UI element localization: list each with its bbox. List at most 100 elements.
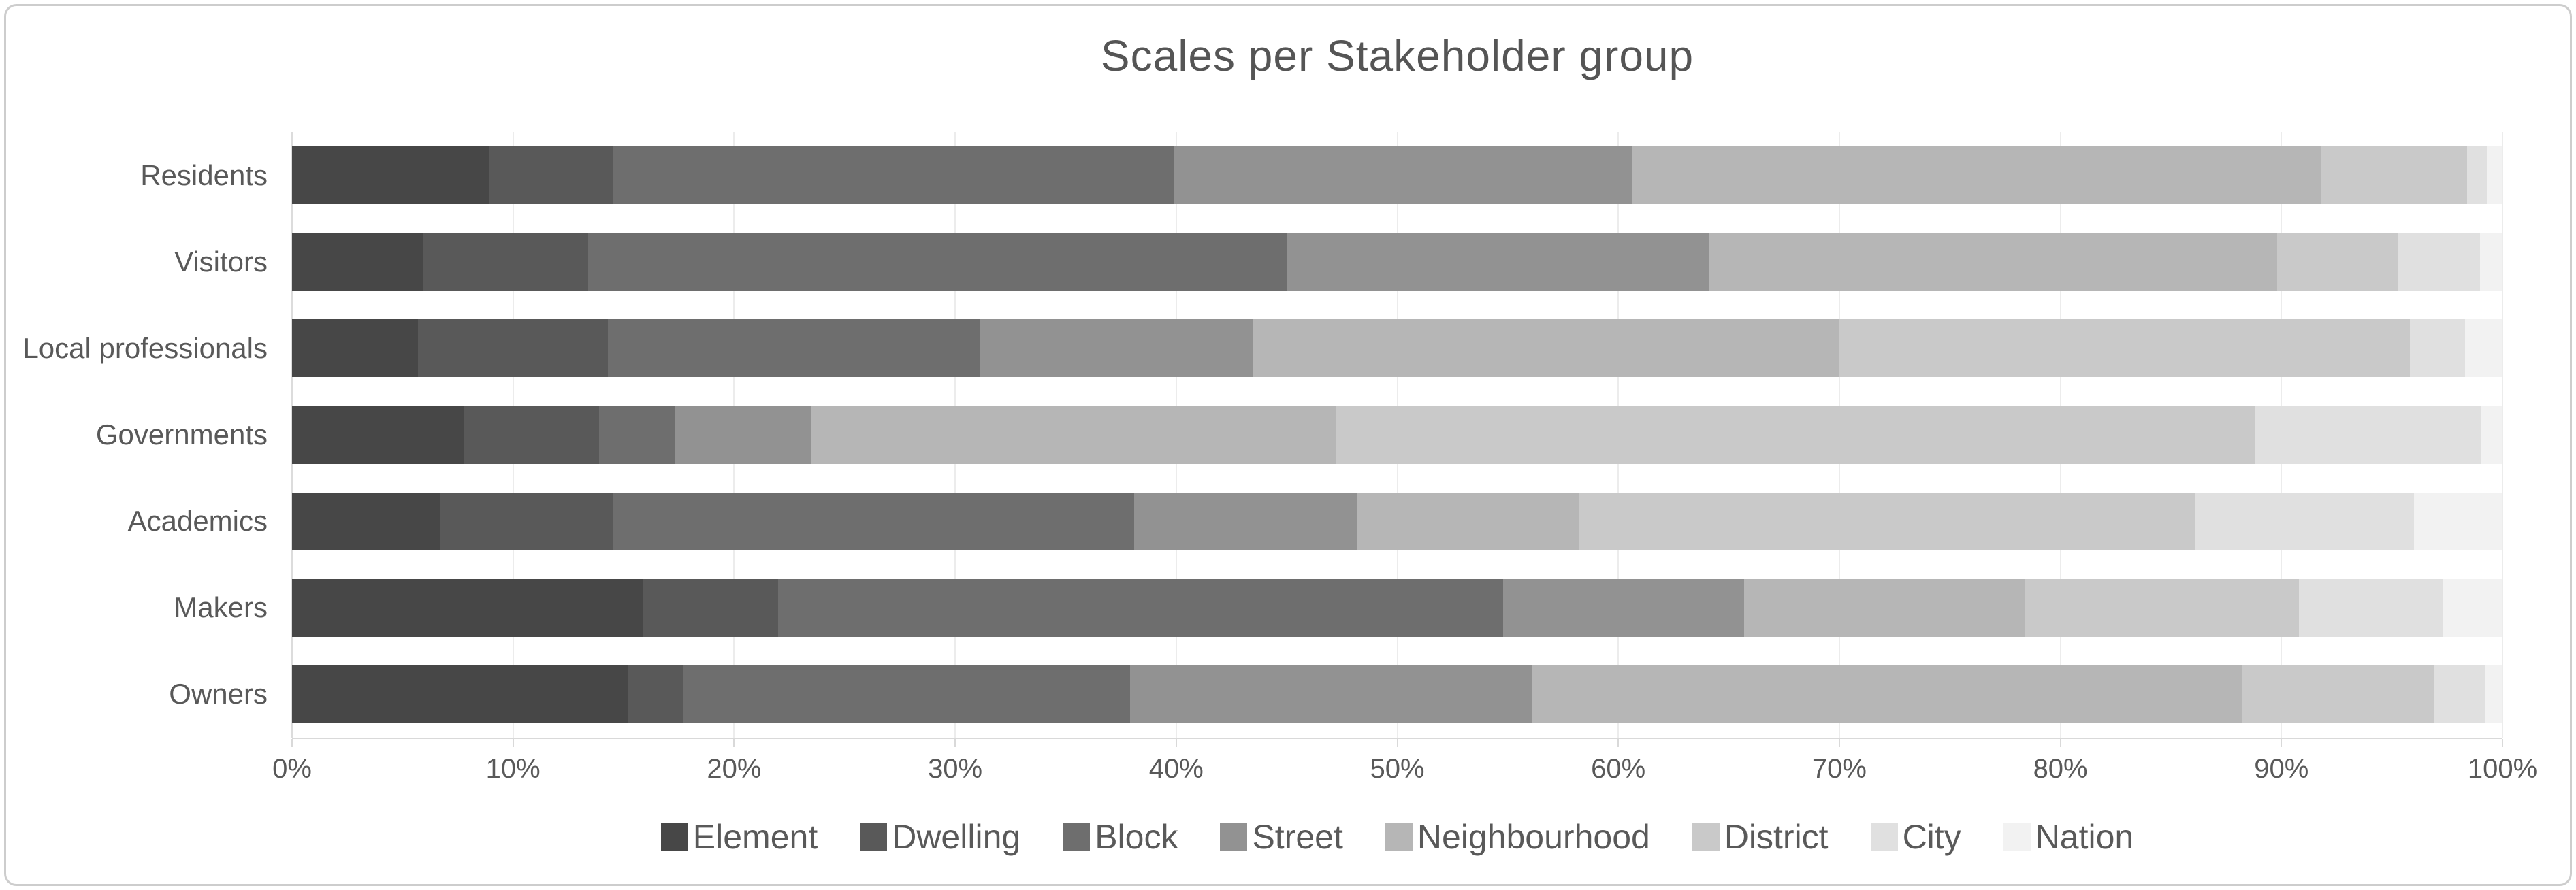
category-label-visitors: Visitors bbox=[174, 245, 268, 278]
bar-segment-neighbourhood bbox=[1709, 233, 2277, 291]
legend-swatch-nation bbox=[2003, 823, 2031, 851]
bar-segment-street bbox=[1174, 146, 1632, 205]
gridline bbox=[2502, 132, 2503, 738]
axis-tick-label: 30% bbox=[928, 754, 983, 784]
bar-row-governments bbox=[292, 391, 2502, 478]
axis-tick-label: 80% bbox=[2033, 754, 2088, 784]
legend-item-district: District bbox=[1692, 817, 1829, 857]
legend-swatch-city bbox=[1870, 823, 1898, 851]
bar-segment-block bbox=[608, 319, 980, 378]
bar-segment-dwelling bbox=[464, 406, 600, 464]
bar-segment-neighbourhood bbox=[1631, 146, 2321, 205]
axis-tick-label: 0% bbox=[272, 754, 312, 784]
legend-label-dwelling: Dwelling bbox=[892, 818, 1021, 856]
axis-tick-label: 20% bbox=[707, 754, 762, 784]
bar-segment-element bbox=[292, 578, 644, 637]
bar-segment-street bbox=[674, 406, 812, 464]
bar-segment-nation bbox=[2443, 578, 2502, 637]
category-label-owners: Owners bbox=[169, 678, 268, 710]
axis-tick-label: 50% bbox=[1370, 754, 1425, 784]
bar-segment-district bbox=[2321, 146, 2468, 205]
axis-tick bbox=[1175, 739, 1177, 747]
category-label-local-professionals: Local professionals bbox=[22, 331, 268, 364]
stacked-bar-local-professionals bbox=[292, 319, 2502, 378]
legend-label-city: City bbox=[1902, 818, 1961, 856]
category-label-governments: Governments bbox=[95, 418, 268, 450]
bar-segment-district bbox=[1839, 319, 2410, 378]
bar-segment-block bbox=[612, 146, 1174, 205]
bar-row-visitors bbox=[292, 218, 2502, 305]
bar-segment-city bbox=[2398, 233, 2481, 291]
bar-segment-city bbox=[2195, 492, 2415, 550]
bar-segment-neighbourhood bbox=[811, 406, 1336, 464]
legend: Element Dwelling Block Street Neighbourhood D… bbox=[292, 817, 2502, 857]
legend-swatch-neighbourhood bbox=[1385, 823, 1413, 851]
bar-segment-district bbox=[2276, 233, 2399, 291]
legend-item-block: Block bbox=[1063, 817, 1178, 857]
chart-frame: Scales per Stakeholder group Residents Vi… bbox=[4, 4, 2572, 886]
bar-segment-block bbox=[683, 665, 1130, 723]
legend-label-district: District bbox=[1724, 818, 1829, 856]
bar-segment-nation bbox=[2464, 319, 2502, 378]
bar-segment-nation bbox=[2484, 665, 2502, 723]
bar-segment-dwelling bbox=[418, 319, 609, 378]
bar-segment-nation bbox=[2487, 146, 2502, 205]
bar-segment-city bbox=[2299, 578, 2443, 637]
legend-label-block: Block bbox=[1095, 818, 1178, 856]
axis-tick bbox=[2502, 739, 2503, 747]
bar-segment-dwelling bbox=[440, 492, 613, 550]
legend-label-nation: Nation bbox=[2035, 818, 2134, 856]
bar-segment-street bbox=[1129, 665, 1532, 723]
stacked-bar-visitors bbox=[292, 233, 2502, 291]
category-label-column: Residents Visitors Local professionals Gove… bbox=[6, 132, 280, 738]
bar-segment-block bbox=[778, 578, 1504, 637]
bar-segment-street bbox=[1287, 233, 1709, 291]
bar-segment-nation bbox=[2414, 492, 2502, 550]
axis-tick bbox=[954, 739, 956, 747]
bar-segment-city bbox=[2434, 665, 2485, 723]
axis-tick bbox=[512, 739, 514, 747]
bar-segment-district bbox=[2241, 665, 2434, 723]
axis-tick bbox=[1838, 739, 1840, 747]
bar-segment-dwelling bbox=[628, 665, 683, 723]
bar-segment-district bbox=[1578, 492, 2195, 550]
legend-label-neighbourhood: Neighbourhood bbox=[1417, 818, 1650, 856]
legend-swatch-block bbox=[1063, 823, 1091, 851]
legend-swatch-street bbox=[1220, 823, 1248, 851]
bar-segment-nation bbox=[2480, 406, 2502, 464]
bar-segment-city bbox=[2255, 406, 2481, 464]
axis-tick bbox=[1617, 739, 1620, 747]
axis-tick-label: 10% bbox=[485, 754, 541, 784]
axis-tick-label: 60% bbox=[1591, 754, 1646, 784]
bar-segment-city bbox=[2467, 146, 2488, 205]
bar-segment-neighbourhood bbox=[1532, 665, 2242, 723]
bar-segment-neighbourhood bbox=[1744, 578, 2025, 637]
legend-label-street: Street bbox=[1252, 818, 1343, 856]
legend-item-neighbourhood: Neighbourhood bbox=[1385, 817, 1650, 857]
bar-segment-nation bbox=[2480, 233, 2502, 291]
category-label-residents: Residents bbox=[140, 159, 268, 191]
bar-segment-element bbox=[292, 406, 465, 464]
axis-tick bbox=[2059, 739, 2061, 747]
category-label-makers: Makers bbox=[174, 591, 268, 624]
legend-label-element: Element bbox=[692, 818, 818, 856]
bar-segment-element bbox=[292, 665, 628, 723]
stacked-bar-residents bbox=[292, 146, 2502, 205]
category-label-academics: Academics bbox=[127, 505, 268, 538]
chart-title: Scales per Stakeholder group bbox=[1100, 31, 1694, 80]
legend-item-element: Element bbox=[660, 817, 818, 857]
x-axis: 0% 10% 20% 30% 40% 50% 60% 70% 80% 90% 100% bbox=[272, 739, 2537, 793]
bar-segment-block bbox=[588, 233, 1287, 291]
axis-tick-label: 40% bbox=[1148, 754, 1204, 784]
bar-segment-city bbox=[2409, 319, 2465, 378]
legend-item-street: Street bbox=[1220, 817, 1343, 857]
bar-segment-element bbox=[292, 233, 423, 291]
stacked-bar-owners bbox=[292, 665, 2502, 723]
legend-swatch-district bbox=[1692, 823, 1720, 851]
bar-segment-district bbox=[1335, 406, 2255, 464]
bar-segment-element bbox=[292, 492, 440, 550]
stacked-bar-governments bbox=[292, 406, 2502, 464]
axis-tick bbox=[291, 739, 293, 747]
stacked-bar-academics bbox=[292, 492, 2502, 550]
axis-tick bbox=[2281, 739, 2283, 747]
